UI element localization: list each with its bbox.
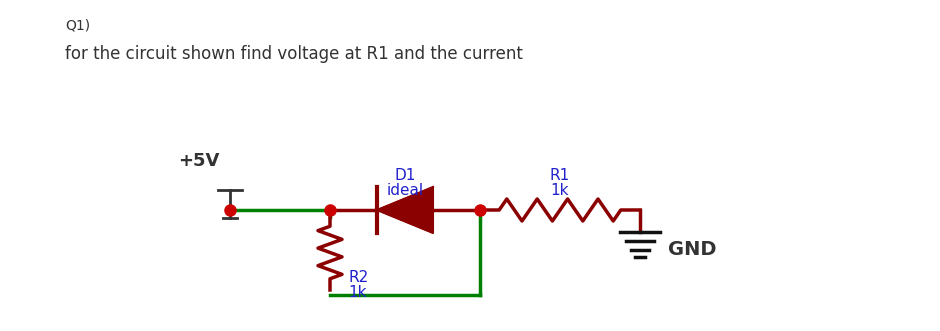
Text: D1: D1 bbox=[394, 168, 415, 183]
Text: for the circuit shown find voltage at R1 and the current: for the circuit shown find voltage at R1… bbox=[65, 45, 523, 63]
Text: R1: R1 bbox=[550, 168, 571, 183]
Text: 1k: 1k bbox=[551, 183, 570, 198]
Text: +5V: +5V bbox=[178, 152, 219, 170]
Text: GND: GND bbox=[668, 240, 716, 259]
Polygon shape bbox=[377, 187, 433, 233]
Text: R2: R2 bbox=[348, 270, 368, 285]
Text: Q1): Q1) bbox=[65, 18, 90, 32]
Text: 1k: 1k bbox=[348, 285, 367, 300]
Text: ideal: ideal bbox=[386, 183, 424, 198]
